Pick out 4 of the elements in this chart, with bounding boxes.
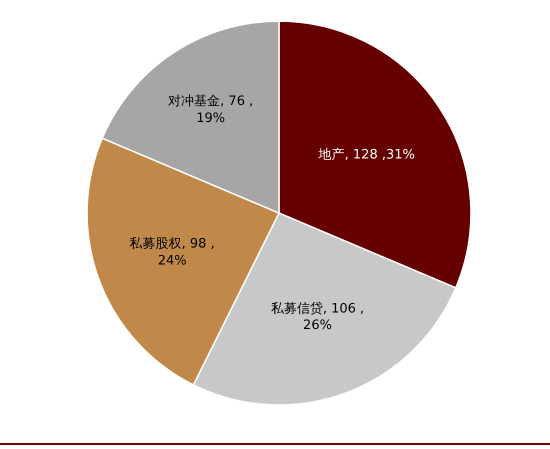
slice-label: 对冲基金, 76 , 19% bbox=[168, 94, 254, 126]
slice-label: 私募信贷, 106 , 26% bbox=[270, 301, 364, 334]
slice-label: 私募股权, 98 , 24% bbox=[130, 236, 215, 269]
slice-label: 地产, 128 ,31% bbox=[318, 148, 415, 163]
